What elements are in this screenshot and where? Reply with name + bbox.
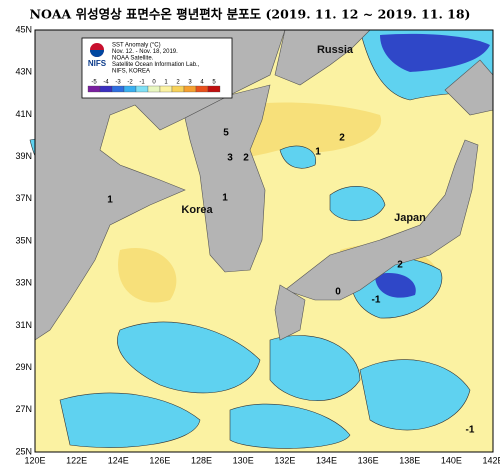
scale-label: 1 <box>164 80 168 86</box>
lon-label: 122E <box>66 455 87 465</box>
place-label: Russia <box>317 44 354 56</box>
contour-label: -1 <box>466 425 475 436</box>
lat-label: 39N <box>15 151 32 161</box>
logo <box>90 50 104 57</box>
scale-label: -3 <box>115 80 121 86</box>
scale-swatch <box>87 85 101 93</box>
lat-label: 25N <box>15 446 32 456</box>
contour-label: 0 <box>335 287 341 298</box>
scale-label: -5 <box>91 80 97 86</box>
lat-label: 29N <box>15 362 32 372</box>
scale-swatch <box>207 85 221 93</box>
scale-swatch <box>171 85 185 93</box>
scale-label: 4 <box>200 80 204 86</box>
place-label: Japan <box>394 212 426 224</box>
lon-label: 136E <box>358 455 379 465</box>
lon-label: 134E <box>316 455 337 465</box>
legend-line: NOAA Satellite. <box>112 56 154 62</box>
scale-swatch <box>99 85 113 93</box>
title: NOAA 위성영상 표면수온 평년편차 분포도 (2019. 11. 12 ~ … <box>30 7 471 22</box>
lat-label: 27N <box>15 404 32 414</box>
scale-swatch <box>135 85 149 93</box>
lon-label: 124E <box>108 455 129 465</box>
cold-core <box>375 33 490 298</box>
lon-label: 138E <box>399 455 420 465</box>
scale-label: -2 <box>127 80 133 86</box>
contour-label: 5 <box>223 128 229 139</box>
legend-org: NIFS <box>88 59 107 68</box>
lat-label: 37N <box>15 193 32 203</box>
contour-label: 3 <box>227 153 233 164</box>
map <box>29 29 494 453</box>
lon-label: 132E <box>274 455 295 465</box>
scale-swatch <box>195 85 209 93</box>
legend-line: NIFS, KOREA <box>112 69 150 75</box>
scale-swatch <box>123 85 137 93</box>
lon-label: 142E <box>483 455 500 465</box>
scale-label: 2 <box>176 80 180 86</box>
lon-label: 140E <box>441 455 462 465</box>
contour-label: -1 <box>372 295 381 306</box>
contour-label: 1 <box>222 193 228 204</box>
lon-label: 120E <box>24 455 45 465</box>
scale-label: 0 <box>152 80 156 86</box>
lat-label: 35N <box>15 235 32 245</box>
scale-label: 5 <box>212 80 216 86</box>
legend-line: SST Anomaly (°C) <box>112 43 161 49</box>
scale-label: 3 <box>188 80 192 86</box>
scale-label: -4 <box>103 80 109 86</box>
scale-label: -1 <box>139 80 145 86</box>
contour-label: 2 <box>397 260 403 271</box>
place-label: Korea <box>181 204 213 216</box>
lon-label: 126E <box>149 455 170 465</box>
contour-label: 1 <box>315 147 321 158</box>
lat-label: 45N <box>15 24 32 34</box>
map-frame <box>34 29 494 453</box>
lon-label: 128E <box>191 455 212 465</box>
legend-line: Satellite Ocean Information Lab., <box>112 62 200 68</box>
lat-label: 31N <box>15 320 32 330</box>
scale-swatch <box>159 85 173 93</box>
contour-label: 2 <box>339 133 345 144</box>
contour-label: 2 <box>243 153 249 164</box>
lat-label: 33N <box>15 278 32 288</box>
lat-label: 43N <box>15 67 32 77</box>
legend-line: Nov. 12. - Nov. 18, 2019. <box>112 49 178 55</box>
contour-label: 1 <box>107 195 113 206</box>
scale-swatch <box>111 85 125 93</box>
land <box>34 29 494 341</box>
scale-swatch <box>147 85 161 93</box>
lat-label: 41N <box>15 109 32 119</box>
lon-label: 130E <box>233 455 254 465</box>
scale-swatch <box>183 85 197 93</box>
